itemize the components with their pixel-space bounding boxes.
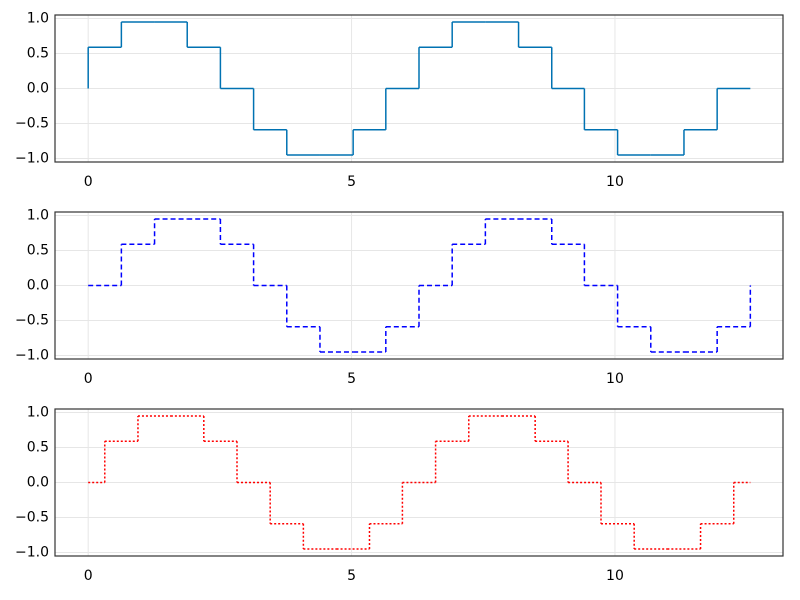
y-tick-label: 0.0 <box>27 278 49 294</box>
x-tick-label: 5 <box>347 371 356 387</box>
panel: −1.0 −0.5 0.0 0.5 1.0 0 5 10 <box>15 405 784 584</box>
y-tick-label: −0.5 <box>15 116 49 132</box>
y-tick-label: 0.5 <box>27 243 49 259</box>
x-tick-label: 10 <box>606 568 624 584</box>
panel: −1.0 −0.5 0.0 0.5 1.0 0 5 10 <box>15 208 784 387</box>
y-tick-label: 0.5 <box>27 440 49 456</box>
y-tick-label: 1.0 <box>27 11 49 27</box>
plot-frame <box>54 408 784 557</box>
panel: −1.0 −0.5 0.0 0.5 1.0 0 5 10 <box>15 11 784 190</box>
plot-frame <box>54 211 784 360</box>
x-tick-label: 10 <box>606 174 624 190</box>
x-tick-label: 0 <box>84 568 93 584</box>
y-tick-label: 0.0 <box>27 475 49 491</box>
y-tick-label: 1.0 <box>27 208 49 224</box>
y-tick-label: −0.5 <box>15 313 49 329</box>
y-tick-label: −1.0 <box>15 348 49 364</box>
x-tick-label: 5 <box>347 174 356 190</box>
y-tick-label: 0.5 <box>27 46 49 62</box>
x-tick-label: 5 <box>347 568 356 584</box>
y-tick-label: −0.5 <box>15 510 49 526</box>
y-tick-label: 0.0 <box>27 81 49 97</box>
plot-frame <box>54 14 784 163</box>
x-tick-label: 0 <box>84 371 93 387</box>
y-tick-label: 1.0 <box>27 405 49 421</box>
x-tick-label: 0 <box>84 174 93 190</box>
x-tick-label: 10 <box>606 371 624 387</box>
y-tick-label: −1.0 <box>15 545 49 561</box>
y-tick-label: −1.0 <box>15 151 49 167</box>
